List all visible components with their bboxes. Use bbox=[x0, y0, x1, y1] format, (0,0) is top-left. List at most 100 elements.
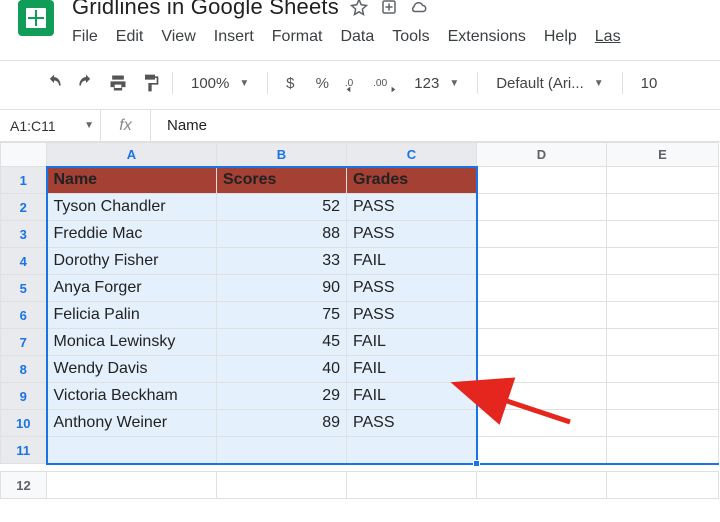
menu-tools[interactable]: Tools bbox=[392, 28, 429, 46]
cell-A4[interactable]: Dorothy Fisher bbox=[47, 248, 217, 275]
cell-D11[interactable] bbox=[477, 437, 607, 464]
cell-A8[interactable]: Wendy Davis bbox=[47, 356, 217, 383]
col-header-D[interactable]: D bbox=[477, 143, 607, 167]
cell-E1[interactable] bbox=[607, 167, 719, 194]
cell-B9[interactable]: 29 bbox=[217, 383, 347, 410]
cell-C1[interactable]: Grades bbox=[347, 167, 477, 194]
cell-C11[interactable] bbox=[347, 437, 477, 464]
select-all-corner[interactable] bbox=[1, 143, 47, 167]
row-header-6[interactable]: 6 bbox=[1, 302, 47, 329]
menu-data[interactable]: Data bbox=[340, 28, 374, 46]
cell-D9[interactable] bbox=[477, 383, 607, 410]
cell-E12[interactable] bbox=[607, 472, 719, 499]
cell-D4[interactable] bbox=[477, 248, 607, 275]
decrease-decimal-button[interactable]: .0 bbox=[340, 69, 368, 97]
cell-D3[interactable] bbox=[477, 221, 607, 248]
cell-E6[interactable] bbox=[607, 302, 719, 329]
font-select[interactable]: Default (Ari... ▼ bbox=[486, 75, 613, 92]
cell-B8[interactable]: 40 bbox=[217, 356, 347, 383]
cell-E3[interactable] bbox=[607, 221, 719, 248]
cell-C2[interactable]: PASS bbox=[347, 194, 477, 221]
more-formats-button[interactable]: 123 ▼ bbox=[404, 75, 469, 92]
cell-A11[interactable] bbox=[47, 437, 217, 464]
cell-A12[interactable] bbox=[47, 472, 217, 499]
row-header-4[interactable]: 4 bbox=[1, 248, 47, 275]
cell-E10[interactable] bbox=[607, 410, 719, 437]
star-icon[interactable] bbox=[349, 0, 369, 17]
cell-C4[interactable]: FAIL bbox=[347, 248, 477, 275]
cell-C3[interactable]: PASS bbox=[347, 221, 477, 248]
cell-A5[interactable]: Anya Forger bbox=[47, 275, 217, 302]
spreadsheet-grid[interactable]: ABCDE1NameScoresGrades2Tyson Chandler52P… bbox=[0, 142, 720, 499]
paint-format-button[interactable] bbox=[136, 69, 164, 97]
cell-B7[interactable]: 45 bbox=[217, 329, 347, 356]
document-title[interactable]: Gridlines in Google Sheets bbox=[72, 0, 339, 20]
cell-D5[interactable] bbox=[477, 275, 607, 302]
cell-A10[interactable]: Anthony Weiner bbox=[47, 410, 217, 437]
cell-B4[interactable]: 33 bbox=[217, 248, 347, 275]
row-header-9[interactable]: 9 bbox=[1, 383, 47, 410]
name-box[interactable]: A1:C11 ▼ bbox=[0, 118, 100, 134]
menu-last-edit[interactable]: Las bbox=[595, 28, 621, 46]
cell-E7[interactable] bbox=[607, 329, 719, 356]
cell-A9[interactable]: Victoria Beckham bbox=[47, 383, 217, 410]
cell-A1[interactable]: Name bbox=[47, 167, 217, 194]
undo-button[interactable] bbox=[40, 69, 68, 97]
cell-E5[interactable] bbox=[607, 275, 719, 302]
menu-help[interactable]: Help bbox=[544, 28, 577, 46]
col-header-C[interactable]: C bbox=[347, 143, 477, 167]
col-header-E[interactable]: E bbox=[607, 143, 719, 167]
cell-C7[interactable]: FAIL bbox=[347, 329, 477, 356]
menu-extensions[interactable]: Extensions bbox=[448, 28, 526, 46]
row-header-1[interactable]: 1 bbox=[1, 167, 47, 194]
format-percent-button[interactable]: % bbox=[308, 69, 336, 97]
cell-B10[interactable]: 89 bbox=[217, 410, 347, 437]
fx-label[interactable]: fx bbox=[100, 110, 150, 141]
selection-handle[interactable] bbox=[473, 460, 480, 467]
cell-C6[interactable]: PASS bbox=[347, 302, 477, 329]
cell-A2[interactable]: Tyson Chandler bbox=[47, 194, 217, 221]
menu-edit[interactable]: Edit bbox=[116, 28, 144, 46]
cell-C10[interactable]: PASS bbox=[347, 410, 477, 437]
menu-file[interactable]: File bbox=[72, 28, 98, 46]
move-icon[interactable] bbox=[379, 0, 399, 17]
cell-B3[interactable]: 88 bbox=[217, 221, 347, 248]
cell-D7[interactable] bbox=[477, 329, 607, 356]
row-header-7[interactable]: 7 bbox=[1, 329, 47, 356]
cell-D8[interactable] bbox=[477, 356, 607, 383]
col-header-A[interactable]: A bbox=[47, 143, 217, 167]
zoom-select[interactable]: 100% ▼ bbox=[181, 75, 259, 92]
row-header-11[interactable]: 11 bbox=[1, 437, 47, 464]
print-button[interactable] bbox=[104, 69, 132, 97]
format-currency-button[interactable]: $ bbox=[276, 69, 304, 97]
cell-D10[interactable] bbox=[477, 410, 607, 437]
cell-B2[interactable]: 52 bbox=[217, 194, 347, 221]
cell-A6[interactable]: Felicia Palin bbox=[47, 302, 217, 329]
cell-D2[interactable] bbox=[477, 194, 607, 221]
formula-bar[interactable]: Name bbox=[150, 110, 720, 141]
cell-B5[interactable]: 90 bbox=[217, 275, 347, 302]
cell-C8[interactable]: FAIL bbox=[347, 356, 477, 383]
menu-insert[interactable]: Insert bbox=[214, 28, 254, 46]
cell-A3[interactable]: Freddie Mac bbox=[47, 221, 217, 248]
row-header-2[interactable]: 2 bbox=[1, 194, 47, 221]
cell-B11[interactable] bbox=[217, 437, 347, 464]
menu-format[interactable]: Format bbox=[272, 28, 323, 46]
cell-B1[interactable]: Scores bbox=[217, 167, 347, 194]
cell-A7[interactable]: Monica Lewinsky bbox=[47, 329, 217, 356]
cell-E9[interactable] bbox=[607, 383, 719, 410]
row-header-12[interactable]: 12 bbox=[1, 472, 47, 499]
cell-E11[interactable] bbox=[607, 437, 719, 464]
cell-E4[interactable] bbox=[607, 248, 719, 275]
cell-E8[interactable] bbox=[607, 356, 719, 383]
row-header-5[interactable]: 5 bbox=[1, 275, 47, 302]
cell-B12[interactable] bbox=[217, 472, 347, 499]
row-header-10[interactable]: 10 bbox=[1, 410, 47, 437]
cell-D1[interactable] bbox=[477, 167, 607, 194]
menu-view[interactable]: View bbox=[161, 28, 195, 46]
cell-D12[interactable] bbox=[477, 472, 607, 499]
cell-C5[interactable]: PASS bbox=[347, 275, 477, 302]
cell-D6[interactable] bbox=[477, 302, 607, 329]
col-header-B[interactable]: B bbox=[217, 143, 347, 167]
redo-button[interactable] bbox=[72, 69, 100, 97]
